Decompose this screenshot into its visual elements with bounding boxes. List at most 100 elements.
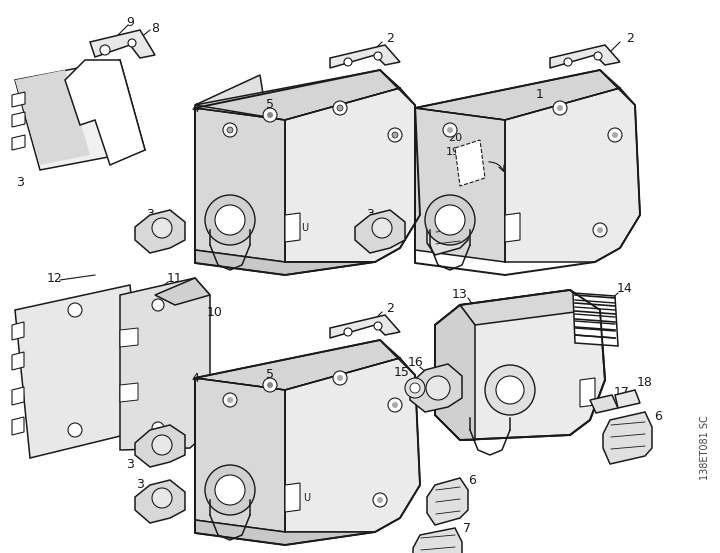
Polygon shape <box>12 135 25 150</box>
Circle shape <box>152 488 172 508</box>
Circle shape <box>425 195 475 245</box>
Circle shape <box>593 223 607 237</box>
Polygon shape <box>285 358 420 532</box>
Circle shape <box>372 218 392 238</box>
Circle shape <box>564 58 572 66</box>
Polygon shape <box>135 425 185 467</box>
Text: 4: 4 <box>191 102 199 114</box>
Circle shape <box>557 105 563 111</box>
Polygon shape <box>285 88 420 262</box>
Polygon shape <box>195 340 400 390</box>
Circle shape <box>152 435 172 455</box>
Circle shape <box>344 328 352 336</box>
Circle shape <box>333 371 347 385</box>
Circle shape <box>267 112 273 118</box>
Circle shape <box>405 378 425 398</box>
Text: 3: 3 <box>366 208 374 222</box>
Circle shape <box>388 128 402 142</box>
Text: 1: 1 <box>536 88 544 102</box>
Polygon shape <box>603 412 652 464</box>
Text: 2: 2 <box>386 32 394 44</box>
Text: 2: 2 <box>626 32 634 44</box>
Circle shape <box>443 123 457 137</box>
Circle shape <box>223 123 237 137</box>
Circle shape <box>377 497 383 503</box>
Polygon shape <box>410 364 462 412</box>
Text: 3: 3 <box>126 458 134 472</box>
Circle shape <box>337 375 343 381</box>
Polygon shape <box>195 250 375 275</box>
Polygon shape <box>90 30 155 58</box>
Polygon shape <box>355 210 405 253</box>
Polygon shape <box>505 88 640 262</box>
Text: 3: 3 <box>16 176 24 190</box>
Polygon shape <box>435 290 605 440</box>
Circle shape <box>392 132 398 138</box>
Text: 138ET081 SC: 138ET081 SC <box>700 415 710 480</box>
Circle shape <box>227 397 233 403</box>
Circle shape <box>333 101 347 115</box>
Text: 11: 11 <box>167 272 183 284</box>
Circle shape <box>205 465 255 515</box>
Circle shape <box>447 127 453 133</box>
Polygon shape <box>120 383 138 402</box>
Polygon shape <box>15 70 90 165</box>
Polygon shape <box>330 45 400 68</box>
Text: U: U <box>302 223 309 233</box>
Text: 10: 10 <box>207 305 223 319</box>
Polygon shape <box>285 213 300 242</box>
Text: 7: 7 <box>463 521 471 535</box>
Circle shape <box>373 223 387 237</box>
Circle shape <box>337 105 343 111</box>
Text: 15: 15 <box>394 367 410 379</box>
Text: U: U <box>303 493 310 503</box>
Circle shape <box>263 378 277 392</box>
Circle shape <box>215 475 245 505</box>
Circle shape <box>223 393 237 407</box>
Polygon shape <box>65 60 145 165</box>
Text: 9: 9 <box>126 15 134 29</box>
Polygon shape <box>135 210 185 253</box>
Text: 2: 2 <box>386 301 394 315</box>
Polygon shape <box>15 60 145 170</box>
Polygon shape <box>120 328 138 347</box>
Polygon shape <box>435 305 475 440</box>
Text: 6: 6 <box>468 473 476 487</box>
Text: 16: 16 <box>408 357 424 369</box>
Text: 14: 14 <box>617 281 633 295</box>
Polygon shape <box>12 112 25 127</box>
Circle shape <box>608 128 622 142</box>
Circle shape <box>152 218 172 238</box>
Polygon shape <box>285 483 300 512</box>
Polygon shape <box>505 213 520 242</box>
Circle shape <box>68 303 82 317</box>
Polygon shape <box>195 108 285 262</box>
Polygon shape <box>12 352 24 370</box>
Polygon shape <box>195 70 400 120</box>
Circle shape <box>435 205 465 235</box>
Circle shape <box>152 299 164 311</box>
Circle shape <box>68 423 82 437</box>
Polygon shape <box>12 417 24 435</box>
Polygon shape <box>15 285 145 458</box>
Text: 20: 20 <box>448 133 462 143</box>
Text: 5: 5 <box>266 368 274 382</box>
Polygon shape <box>573 293 618 346</box>
Text: 13: 13 <box>452 289 468 301</box>
Circle shape <box>496 376 524 404</box>
Polygon shape <box>427 478 468 525</box>
Circle shape <box>485 365 535 415</box>
Text: 8: 8 <box>151 22 159 34</box>
Polygon shape <box>427 208 468 255</box>
Circle shape <box>152 422 164 434</box>
Circle shape <box>373 493 387 507</box>
Text: 6: 6 <box>654 410 662 422</box>
Polygon shape <box>415 70 620 120</box>
Circle shape <box>410 383 420 393</box>
Circle shape <box>388 398 402 412</box>
Circle shape <box>374 322 382 330</box>
Text: 17: 17 <box>614 387 630 399</box>
Circle shape <box>215 205 245 235</box>
Circle shape <box>227 127 233 133</box>
Circle shape <box>553 101 567 115</box>
